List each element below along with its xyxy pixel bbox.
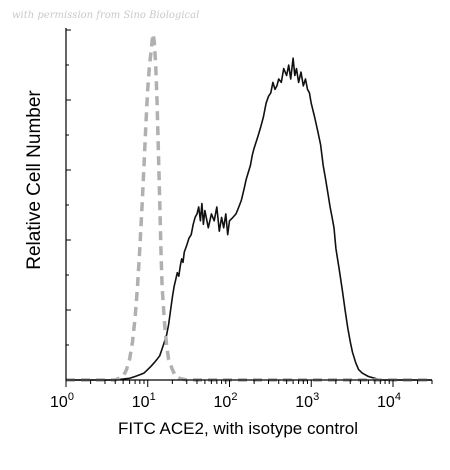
x-tick-exponent: 2: [231, 391, 237, 403]
watermark-text: with permission from Sino Biological: [12, 10, 200, 21]
isotype-control-curve: [66, 32, 432, 382]
x-tick-exponent: 0: [68, 391, 74, 403]
x-tick-label: 103: [295, 391, 319, 411]
x-tick-label: 104: [377, 391, 401, 411]
axes: 100 101 102 103 104: [50, 28, 433, 411]
x-tick-exponent: 4: [395, 391, 401, 403]
x-tick-label: 101: [132, 391, 156, 411]
y-axis-label: Relative Cell Number: [24, 90, 45, 270]
x-tick-label: 100: [50, 391, 74, 411]
x-tick-exponent: 3: [313, 391, 319, 403]
x-tick-label: 102: [214, 391, 238, 411]
fitc-ace2-curve: [66, 57, 432, 381]
plot-area: [66, 32, 432, 382]
x-axis-label: FITC ACE2, with isotype control: [118, 419, 358, 438]
x-tick-exponent: 1: [150, 391, 156, 403]
